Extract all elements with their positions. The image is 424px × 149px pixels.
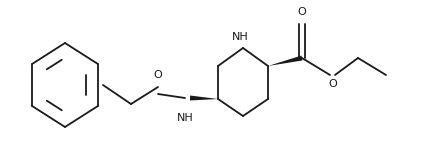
Polygon shape [268, 56, 303, 66]
Text: NH: NH [177, 113, 193, 123]
Text: NH: NH [232, 32, 248, 42]
Text: O: O [153, 70, 162, 80]
Text: O: O [329, 79, 338, 89]
Text: O: O [298, 7, 307, 17]
Polygon shape [190, 96, 218, 100]
